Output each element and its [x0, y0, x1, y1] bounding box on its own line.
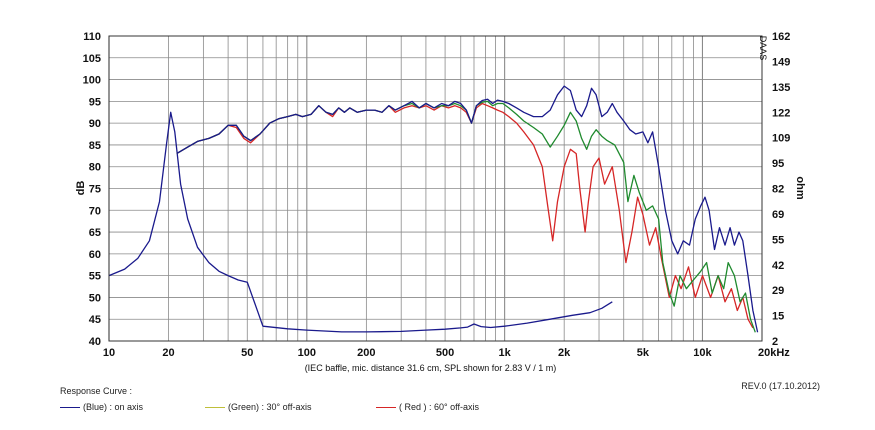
y-tick-label: 90 [89, 118, 101, 130]
x-tick-label: 20kHz [758, 347, 790, 359]
y2-tick-label: 135 [772, 82, 790, 94]
y-tick-label: 50 [89, 292, 101, 304]
y2-tick-label: 29 [772, 285, 784, 297]
y2-tick-label: 15 [772, 311, 784, 323]
y-tick-label: 55 [89, 271, 101, 283]
grid-lines [108, 35, 763, 342]
y-tick-label: 40 [89, 336, 101, 348]
y-tick-label: 95 [89, 96, 101, 108]
legend-title: Response Curve : [60, 386, 133, 396]
y-tick-label: 45 [89, 314, 101, 326]
y-tick-label: 65 [89, 227, 101, 239]
y2-tick-label: 2 [772, 336, 778, 348]
x-tick-label: 2k [558, 347, 571, 359]
legend-item-60-off-axis: ( Red ) : 60° off-axis [376, 402, 479, 412]
x-tick-label: 500 [436, 347, 454, 359]
x-tick-label: 10 [103, 347, 115, 359]
y2-axis-label: ohm [794, 176, 806, 199]
legend-label-on-axis: (Blue) : on axis [83, 402, 144, 412]
x-tick-label: 200 [357, 347, 375, 359]
y2-tick-label: 82 [772, 184, 784, 196]
y2-tick-label: 149 [772, 56, 790, 68]
legend-label-60-off-axis: ( Red ) : 60° off-axis [399, 402, 479, 412]
y-tick-label: 100 [83, 75, 101, 87]
y2-tick-label: 42 [772, 260, 784, 272]
y-tick-label: 60 [89, 249, 101, 261]
y-tick-label: 85 [89, 140, 101, 152]
y2-tick-label: 55 [772, 234, 784, 246]
y-tick-label: 75 [89, 184, 101, 196]
y-axis-label: dB [75, 181, 87, 196]
legend-label-30-off-axis: (Green) : 30° off-axis [228, 402, 312, 412]
x-tick-label: 10k [693, 347, 712, 359]
daas-watermark: DAAS [758, 36, 768, 61]
revision-note: REV.0 (17.10.2012) [741, 381, 820, 391]
x-tick-label: 1k [499, 347, 512, 359]
y-tick-label: 105 [83, 53, 101, 65]
chart-caption: (IEC baffle, mic. distance 31.6 cm, SPL … [305, 363, 557, 373]
y2-tick-label: 95 [772, 158, 784, 170]
legend-swatch-green [205, 406, 225, 408]
x-tick-label: 20 [162, 347, 174, 359]
legend-item-on-axis: (Blue) : on axis [60, 402, 143, 412]
series-on-axis [176, 85, 759, 333]
legend-item-30-off-axis: (Green) : 30° off-axis [205, 402, 311, 412]
y2-tick-label: 109 [772, 133, 790, 145]
tick-labels: 40 45 50 55 60 65 70 75 80 85 90 95 100 105 110 2 15 29 42… [83, 31, 791, 359]
legend-swatch-red [376, 406, 396, 408]
y2-tick-label: 162 [772, 31, 790, 43]
series-group [108, 85, 759, 333]
legend: Response Curve : (Blue) : on axis (Green… [60, 386, 660, 426]
legend-swatch-blue [60, 406, 80, 408]
y-tick-label: 70 [89, 205, 101, 217]
x-tick-label: 50 [241, 347, 253, 359]
x-tick-label: 100 [298, 347, 316, 359]
series-impedance [108, 111, 613, 333]
y2-tick-label: 69 [772, 209, 784, 221]
y-tick-label: 80 [89, 162, 101, 174]
y-tick-label: 110 [83, 31, 101, 43]
plot-frame [108, 35, 763, 342]
y2-tick-label: 122 [772, 107, 790, 119]
x-tick-label: 5k [637, 347, 650, 359]
